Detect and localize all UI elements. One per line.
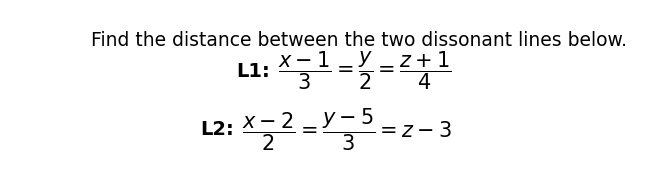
Text: $\dfrac{x-1}{3} = \dfrac{y}{2} = \dfrac{z+1}{4}$: $\dfrac{x-1}{3} = \dfrac{y}{2} = \dfrac{… [278,50,452,92]
Text: $\dfrac{x-2}{2} = \dfrac{y-5}{3} = z - 3$: $\dfrac{x-2}{2} = \dfrac{y-5}{3} = z - 3… [242,106,452,153]
Text: L2:: L2: [200,120,234,139]
Text: L1:: L1: [237,62,270,81]
Text: Find the distance between the two dissonant lines below.: Find the distance between the two disson… [92,31,628,50]
